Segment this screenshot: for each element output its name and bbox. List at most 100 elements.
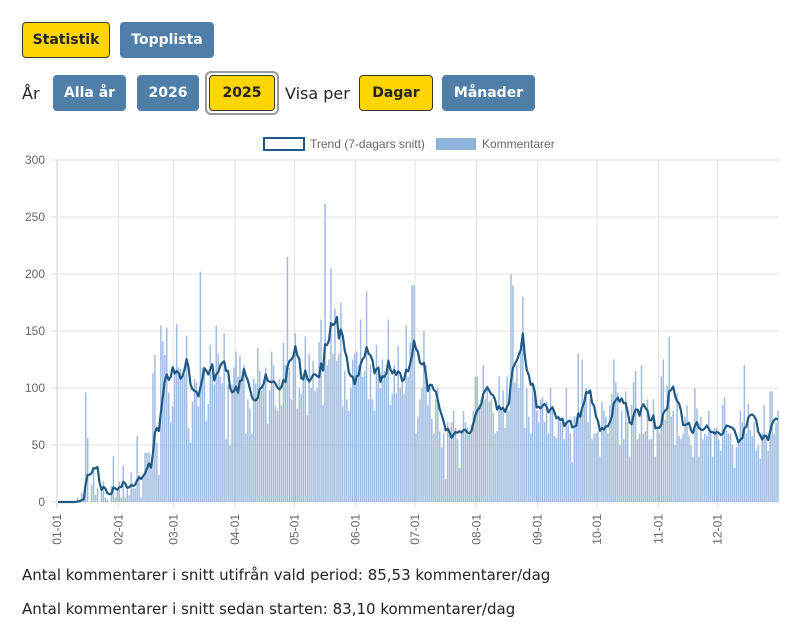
bar (371, 399, 374, 502)
bar (166, 327, 168, 502)
bar (759, 458, 761, 502)
bar (626, 422, 629, 502)
bar (328, 359, 330, 502)
bar (262, 381, 265, 502)
bar (745, 433, 748, 502)
bar (168, 392, 170, 502)
bar (235, 351, 237, 502)
bar (640, 365, 643, 502)
bar (506, 376, 508, 502)
year-2026-button[interactable]: 2026 (137, 75, 199, 111)
bar (765, 435, 767, 502)
bar (747, 403, 750, 502)
y-tick-label: 250 (25, 210, 45, 224)
y-tick-label: 150 (25, 324, 45, 338)
bar (162, 341, 164, 502)
bar (581, 359, 583, 502)
bar (114, 497, 117, 502)
x-tick-label: 12-01 (711, 514, 725, 545)
x-tick-label: 07-01 (408, 514, 422, 545)
bar (490, 399, 492, 502)
legend-trend-swatch[interactable] (263, 137, 305, 151)
bar (100, 488, 103, 502)
bar (381, 359, 384, 502)
bar (152, 373, 154, 502)
bar (462, 410, 465, 502)
bar (717, 439, 720, 502)
bar (708, 410, 710, 502)
bar (292, 358, 295, 502)
bar (336, 360, 338, 502)
bar (537, 422, 540, 502)
bar (138, 474, 140, 502)
bar (575, 416, 577, 502)
bar (349, 388, 352, 502)
bar (284, 365, 287, 502)
x-tick-label: 08-01 (469, 514, 483, 545)
bar (630, 405, 633, 502)
bar (255, 383, 257, 502)
legend-trend-label[interactable]: Trend (7-dagars snitt) (310, 137, 425, 151)
x-tick-label: 02-01 (111, 514, 125, 545)
bar (706, 435, 708, 502)
bar (563, 439, 566, 502)
view-days-button[interactable]: Dagar (359, 75, 433, 111)
bar (245, 433, 247, 502)
bar (622, 439, 625, 502)
bar (496, 431, 498, 502)
bar (219, 376, 221, 502)
bar (300, 393, 303, 502)
bar (359, 319, 362, 502)
bar (357, 365, 360, 502)
bar (187, 427, 190, 502)
bar (494, 433, 496, 502)
bar (763, 405, 765, 502)
bar (251, 433, 253, 502)
bar (150, 465, 152, 502)
bar (225, 439, 227, 502)
bar (735, 447, 738, 502)
bar (638, 433, 641, 502)
bar (227, 384, 229, 502)
bar-series (77, 203, 779, 502)
bar (231, 384, 233, 502)
bar (272, 365, 275, 502)
x-tick-label: 01-01 (50, 514, 64, 545)
year-2025-button[interactable]: 2025 (209, 75, 275, 111)
bar (136, 435, 138, 502)
bar (619, 445, 621, 502)
bar (577, 353, 579, 502)
bar (607, 433, 609, 502)
bar (664, 419, 667, 502)
bar (482, 365, 485, 502)
bar (338, 353, 340, 502)
bar (440, 447, 443, 502)
bar (773, 433, 775, 502)
bar (393, 365, 396, 502)
bar (516, 365, 518, 502)
bar (201, 367, 204, 502)
bar (690, 445, 692, 502)
bar (290, 399, 293, 502)
bar (646, 399, 649, 502)
bar (395, 393, 397, 502)
bar (411, 285, 413, 502)
bar (437, 388, 439, 502)
view-months-button[interactable]: Månader (442, 75, 535, 111)
bar (541, 397, 544, 502)
bar (561, 422, 564, 502)
year-all-button[interactable]: Alla år (53, 75, 126, 111)
legend-bars-label[interactable]: Kommentarer (482, 137, 555, 151)
bar (158, 474, 160, 502)
bar (531, 382, 534, 502)
bar (539, 399, 542, 502)
legend-bars-swatch[interactable] (436, 138, 476, 150)
bar (237, 376, 239, 502)
bar (120, 497, 123, 502)
bar (733, 467, 736, 502)
bar (448, 427, 451, 502)
statistik-button[interactable]: Statistik (22, 22, 110, 58)
topplista-button[interactable]: Topplista (120, 22, 214, 58)
bar (207, 403, 210, 502)
bar (383, 370, 386, 502)
